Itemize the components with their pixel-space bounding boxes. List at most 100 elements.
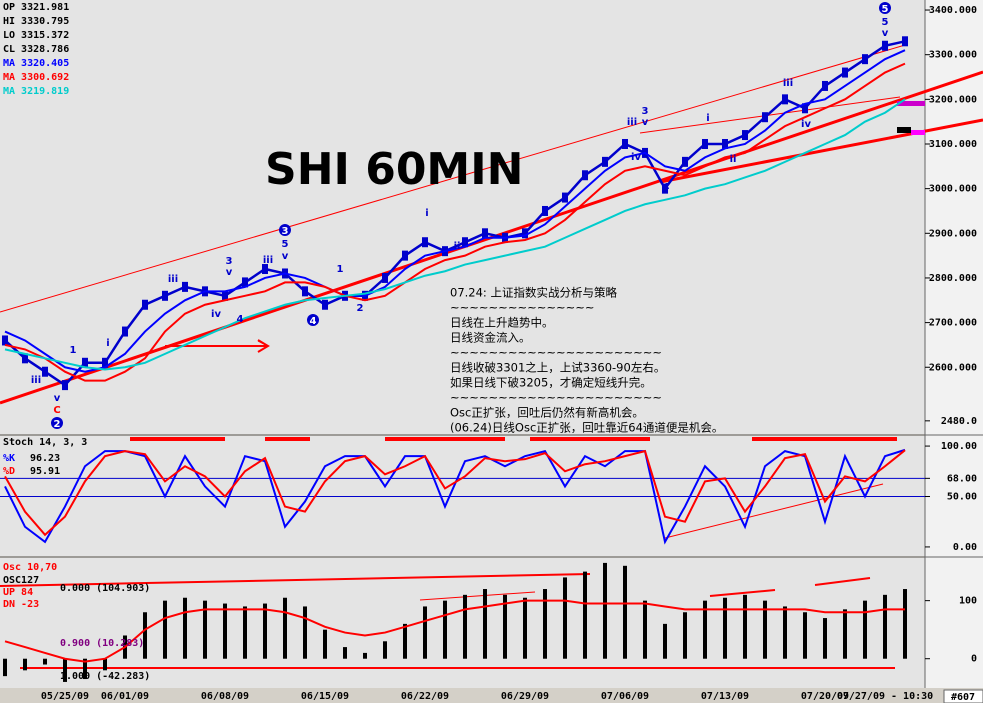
wave-label: iii (263, 255, 273, 266)
price-bar (602, 156, 608, 167)
osc-bar (483, 589, 487, 659)
osc-level: 0.000 (104.903) (60, 583, 150, 594)
series-line (4, 49, 906, 373)
wave-label: iv (211, 309, 221, 320)
osc-bar (23, 658, 27, 671)
price-bar (682, 156, 688, 167)
y-tick-label: 0 (971, 654, 977, 665)
y-tick-label: 2700.000 (929, 318, 977, 329)
osc-bar (883, 594, 887, 659)
x-tick-label: 06/22/09 (401, 691, 449, 702)
wave-label: v (882, 28, 889, 39)
price-bar (482, 228, 488, 239)
osc-info: DN -23 (3, 599, 39, 610)
osc-bar (683, 612, 687, 659)
y-tick-label: 100 (959, 596, 977, 607)
y-tick-label: 2600.000 (929, 362, 977, 373)
osc-bar (43, 658, 47, 665)
price-bar (422, 237, 428, 248)
osc-bar (603, 562, 607, 659)
price-bar (582, 170, 588, 181)
price-bar (862, 54, 868, 65)
osc-panel (0, 558, 925, 688)
wave-circle (307, 314, 319, 326)
price-bar (302, 286, 308, 297)
y-tick-label: 3400.000 (929, 5, 977, 16)
info-label: MA 3300.692 (3, 72, 69, 83)
x-tick-label: 06/29/09 (501, 691, 549, 702)
series-line (4, 448, 906, 545)
osc-title: Osc 10,70 (3, 562, 57, 573)
osc-bar (903, 589, 907, 659)
price-bar (882, 40, 888, 51)
osc-bar (523, 597, 527, 659)
info-label: OP 3321.981 (3, 2, 69, 13)
y-tick-label: 3300.000 (929, 50, 977, 61)
price-bar (902, 36, 908, 47)
info-label: LO 3315.372 (3, 30, 69, 41)
y-tick-label: 68.00 (947, 473, 977, 484)
wave-label: 4 (310, 316, 317, 327)
note: 如果日线下破3205，才确定短线升完。 (450, 376, 652, 390)
x-tick-label: 06/08/09 (201, 691, 249, 702)
wave-label: iv (631, 152, 641, 163)
wave-label: iii (31, 375, 41, 386)
y-tick-label: 50.00 (947, 492, 977, 503)
wave-label: i (706, 113, 709, 124)
info-label: HI 3330.795 (3, 16, 69, 27)
footer: #607 (951, 692, 975, 703)
price-bar (462, 237, 468, 248)
wave-label: 5 (282, 239, 289, 250)
osc-bar (463, 594, 467, 659)
x-tick-label: 06/15/09 (301, 691, 349, 702)
osc-line (4, 599, 905, 663)
price-bar (822, 80, 828, 91)
price-bar (662, 183, 668, 194)
osc-bar (183, 597, 187, 659)
osc-level: 0.900 (10.283) (60, 638, 144, 649)
price-bar (82, 357, 88, 368)
osc-bar (623, 565, 627, 659)
wave-label: 5 (882, 17, 889, 28)
wave-label: i (425, 208, 428, 219)
price-bar (262, 264, 268, 275)
osc-bar (103, 658, 107, 671)
footer-box (943, 689, 983, 703)
y-tick-label: 3000.000 (929, 184, 977, 195)
price-bar (562, 192, 568, 203)
legend-value: 96.23 (30, 453, 60, 464)
price-bar (802, 103, 808, 114)
info-label: MA 3320.405 (3, 58, 69, 69)
price-bar (122, 326, 128, 337)
osc-info: OSC127 (3, 575, 39, 586)
price-panel (0, 0, 925, 434)
price-bar (22, 353, 28, 364)
osc-bar (443, 600, 447, 659)
wave-label: ii (454, 241, 461, 252)
note: 日线收破3301之上，上试3360-90左右。 (450, 361, 665, 375)
wave-label: C (53, 405, 60, 416)
osc-bar (783, 606, 787, 659)
osc-bar (583, 571, 587, 659)
note: Osc正扩张，回吐后仍然有新高机会。 (450, 406, 644, 420)
price-bar (42, 366, 48, 377)
price-bar (522, 228, 528, 239)
price-bar (322, 299, 328, 310)
chart-title: SHI 60MIN (265, 144, 523, 195)
price-bar (222, 290, 228, 301)
y-tick-label: 2900.000 (929, 228, 977, 239)
price-bar (842, 67, 848, 78)
wave-label: iii (783, 78, 793, 89)
price-bar (182, 281, 188, 292)
legend-name: %D (3, 466, 15, 477)
osc-bar (663, 623, 667, 659)
osc-bar (243, 606, 247, 659)
price-bar (762, 112, 768, 123)
osc-bar (643, 600, 647, 659)
osc-bar (203, 600, 207, 659)
note: 日线资金流入。 (450, 331, 531, 345)
wave-label: v (282, 251, 289, 262)
osc-bar (423, 606, 427, 659)
price-bar (382, 272, 388, 283)
y-tick-label: 100.00 (941, 441, 977, 452)
